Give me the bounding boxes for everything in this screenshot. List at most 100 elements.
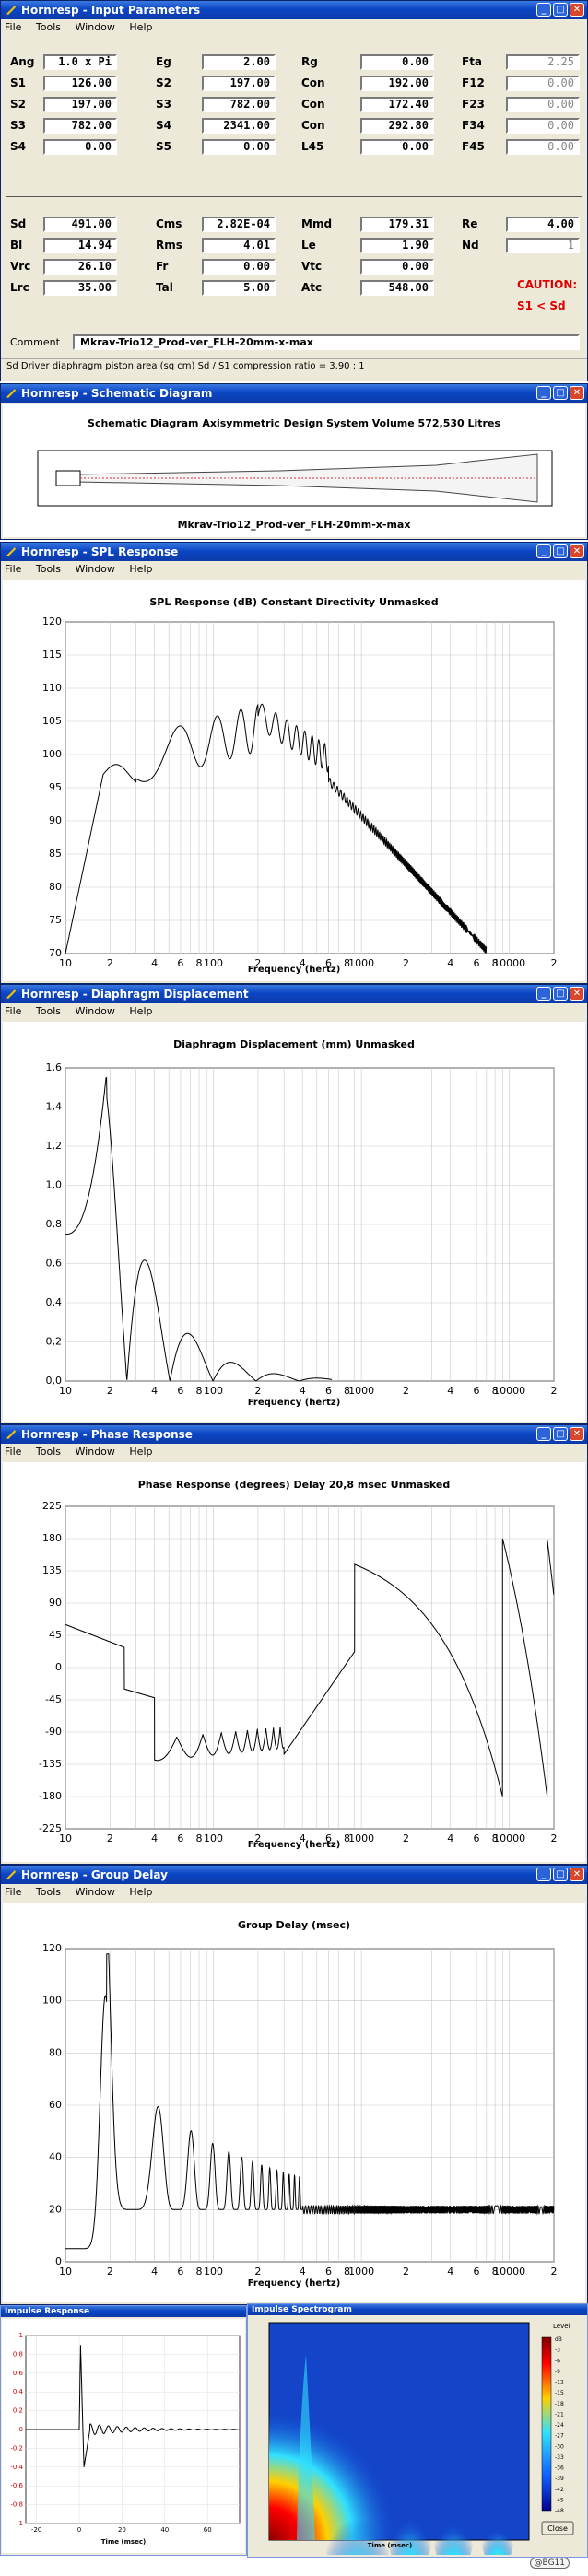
x-tick-label: 8 [195,957,202,966]
menu-window[interactable]: Window [75,563,115,575]
x-tick-label: 2 [254,957,261,966]
param-field-s2[interactable]: 197.00 [202,76,276,91]
menu-file[interactable]: File [5,1005,22,1017]
displacement-menubar: File Tools Window Help [1,1003,587,1020]
param-field-vtc[interactable]: 0.00 [360,259,434,275]
menu-file[interactable]: File [5,21,22,33]
x-tick-label: 10 [59,957,72,966]
legend-tick-label: -24 [555,2422,564,2429]
x-tick-label: 10 [59,2266,72,2277]
menu-tools[interactable]: Tools [35,1446,62,1458]
maximize-button[interactable]: □ [553,1868,568,1881]
spl-menubar: File Tools Window Help [1,561,587,578]
maximize-button[interactable]: □ [553,544,568,558]
param-field-s2[interactable]: 197.00 [43,97,117,112]
phase-titlebar[interactable]: Hornresp - Phase Response _ □ ✕ [1,1425,587,1444]
menu-tools[interactable]: Tools [35,21,62,33]
param-field-fta[interactable]: 2.25 [506,54,580,70]
x-tick-label: 8 [492,1832,499,1844]
menu-help[interactable]: Help [129,21,153,33]
hornresp-app-icon [6,1870,16,1879]
param-field-f12[interactable]: 0.00 [506,76,580,91]
param-field-f23[interactable]: 0.00 [506,97,580,112]
minimize-button[interactable]: _ [536,987,551,1001]
param-field-s1[interactable]: 126.00 [43,76,117,91]
param-field-mmd[interactable]: 179.31 [360,217,434,232]
param-field-le[interactable]: 1.90 [360,238,434,253]
param-field-f45[interactable]: 0.00 [506,139,580,155]
menu-window[interactable]: Window [75,1886,115,1898]
maximize-button[interactable]: □ [553,1427,568,1441]
maximize-button[interactable]: □ [553,386,568,400]
param-field-s4[interactable]: 2341.00 [202,118,276,134]
param-field-nd[interactable]: 1 [506,238,580,253]
close-button[interactable]: ✕ [570,3,584,17]
param-field-tal[interactable]: 5.00 [202,280,276,296]
param-field-con[interactable]: 292.80 [360,118,434,134]
close-button[interactable]: ✕ [570,544,584,558]
menu-window[interactable]: Window [75,1005,115,1017]
param-field-sd[interactable]: 491.00 [43,217,117,232]
param-field-s4[interactable]: 0.00 [43,139,117,155]
menu-window[interactable]: Window [75,1446,115,1458]
x-tick-label: 2 [254,1832,261,1844]
menu-help[interactable]: Help [129,1886,153,1898]
close-button[interactable]: ✕ [570,386,584,400]
impulse-titlebar[interactable]: Impulse Response [1,2306,246,2317]
param-label-le: Le [301,239,316,252]
menu-help[interactable]: Help [129,1005,153,1017]
menu-file[interactable]: File [5,1886,22,1898]
input-window-titlebar[interactable]: Hornresp - Input Parameters _ □ ✕ [1,1,587,19]
maximize-button[interactable]: □ [553,987,568,1001]
comment-field[interactable]: Mkrav-Trio12_Prod-ver_FLH-20mm-x-max [73,334,580,350]
menu-file[interactable]: File [5,1446,22,1458]
impulse-curve [26,2345,240,2467]
menu-file[interactable]: File [5,563,22,575]
minimize-button[interactable]: _ [536,1868,551,1881]
param-field-f34[interactable]: 0.00 [506,118,580,134]
spectrogram-close-button[interactable]: Close [547,2524,568,2533]
param-field-l45[interactable]: 0.00 [360,139,434,155]
minimize-button[interactable]: _ [536,386,551,400]
schematic-titlebar[interactable]: Hornresp - Schematic Diagram _ □ ✕ [1,384,587,403]
param-field-bl[interactable]: 14.94 [43,238,117,253]
legend-tick-label: -18 [555,2401,564,2407]
param-field-rg[interactable]: 0.00 [360,54,434,70]
param-field-cms[interactable]: 2.82E-04 [202,217,276,232]
spectrogram-titlebar[interactable]: Impulse Spectrogram [248,2304,587,2315]
param-field-s3[interactable]: 782.00 [43,118,117,134]
param-field-eg[interactable]: 2.00 [202,54,276,70]
displacement-titlebar[interactable]: Hornresp - Diaphragm Displacement _ □ ✕ [1,985,587,1003]
param-field-s5[interactable]: 0.00 [202,139,276,155]
param-field-rms[interactable]: 4.01 [202,238,276,253]
minimize-button[interactable]: _ [536,3,551,17]
param-field-lrc[interactable]: 35.00 [43,280,117,296]
close-button[interactable]: ✕ [570,1427,584,1441]
menu-tools[interactable]: Tools [35,1005,62,1017]
group-delay-titlebar[interactable]: Hornresp - Group Delay _ □ ✕ [1,1866,587,1884]
param-field-fr[interactable]: 0.00 [202,259,276,275]
close-button[interactable]: ✕ [570,987,584,1001]
minimize-button[interactable]: _ [536,544,551,558]
menu-window[interactable]: Window [75,21,115,33]
param-field-s3[interactable]: 782.00 [202,97,276,112]
schematic-heading: Schematic Diagram Axisymmetric Design Sy… [88,417,500,429]
close-button[interactable]: ✕ [570,1868,584,1881]
menu-help[interactable]: Help [129,1446,153,1458]
spl-titlebar[interactable]: Hornresp - SPL Response _ □ ✕ [1,543,587,561]
menu-tools[interactable]: Tools [35,563,62,575]
param-field-con[interactable]: 192.00 [360,76,434,91]
y-tick-label: 110 [42,682,62,694]
menu-tools[interactable]: Tools [35,1886,62,1898]
param-field-vrc[interactable]: 26.10 [43,259,117,275]
input-window-title: Hornresp - Input Parameters [21,4,201,17]
minimize-button[interactable]: _ [536,1427,551,1441]
y-tick-label: 0.4 [13,2388,24,2395]
menu-help[interactable]: Help [129,563,153,575]
param-field-con[interactable]: 172.40 [360,97,434,112]
param-field-atc[interactable]: 548.00 [360,280,434,296]
x-tick-label: 4 [300,2266,306,2277]
maximize-button[interactable]: □ [553,3,568,17]
param-field-re[interactable]: 4.00 [506,217,580,232]
param-field-ang[interactable]: 1.0 x Pi [43,54,117,70]
